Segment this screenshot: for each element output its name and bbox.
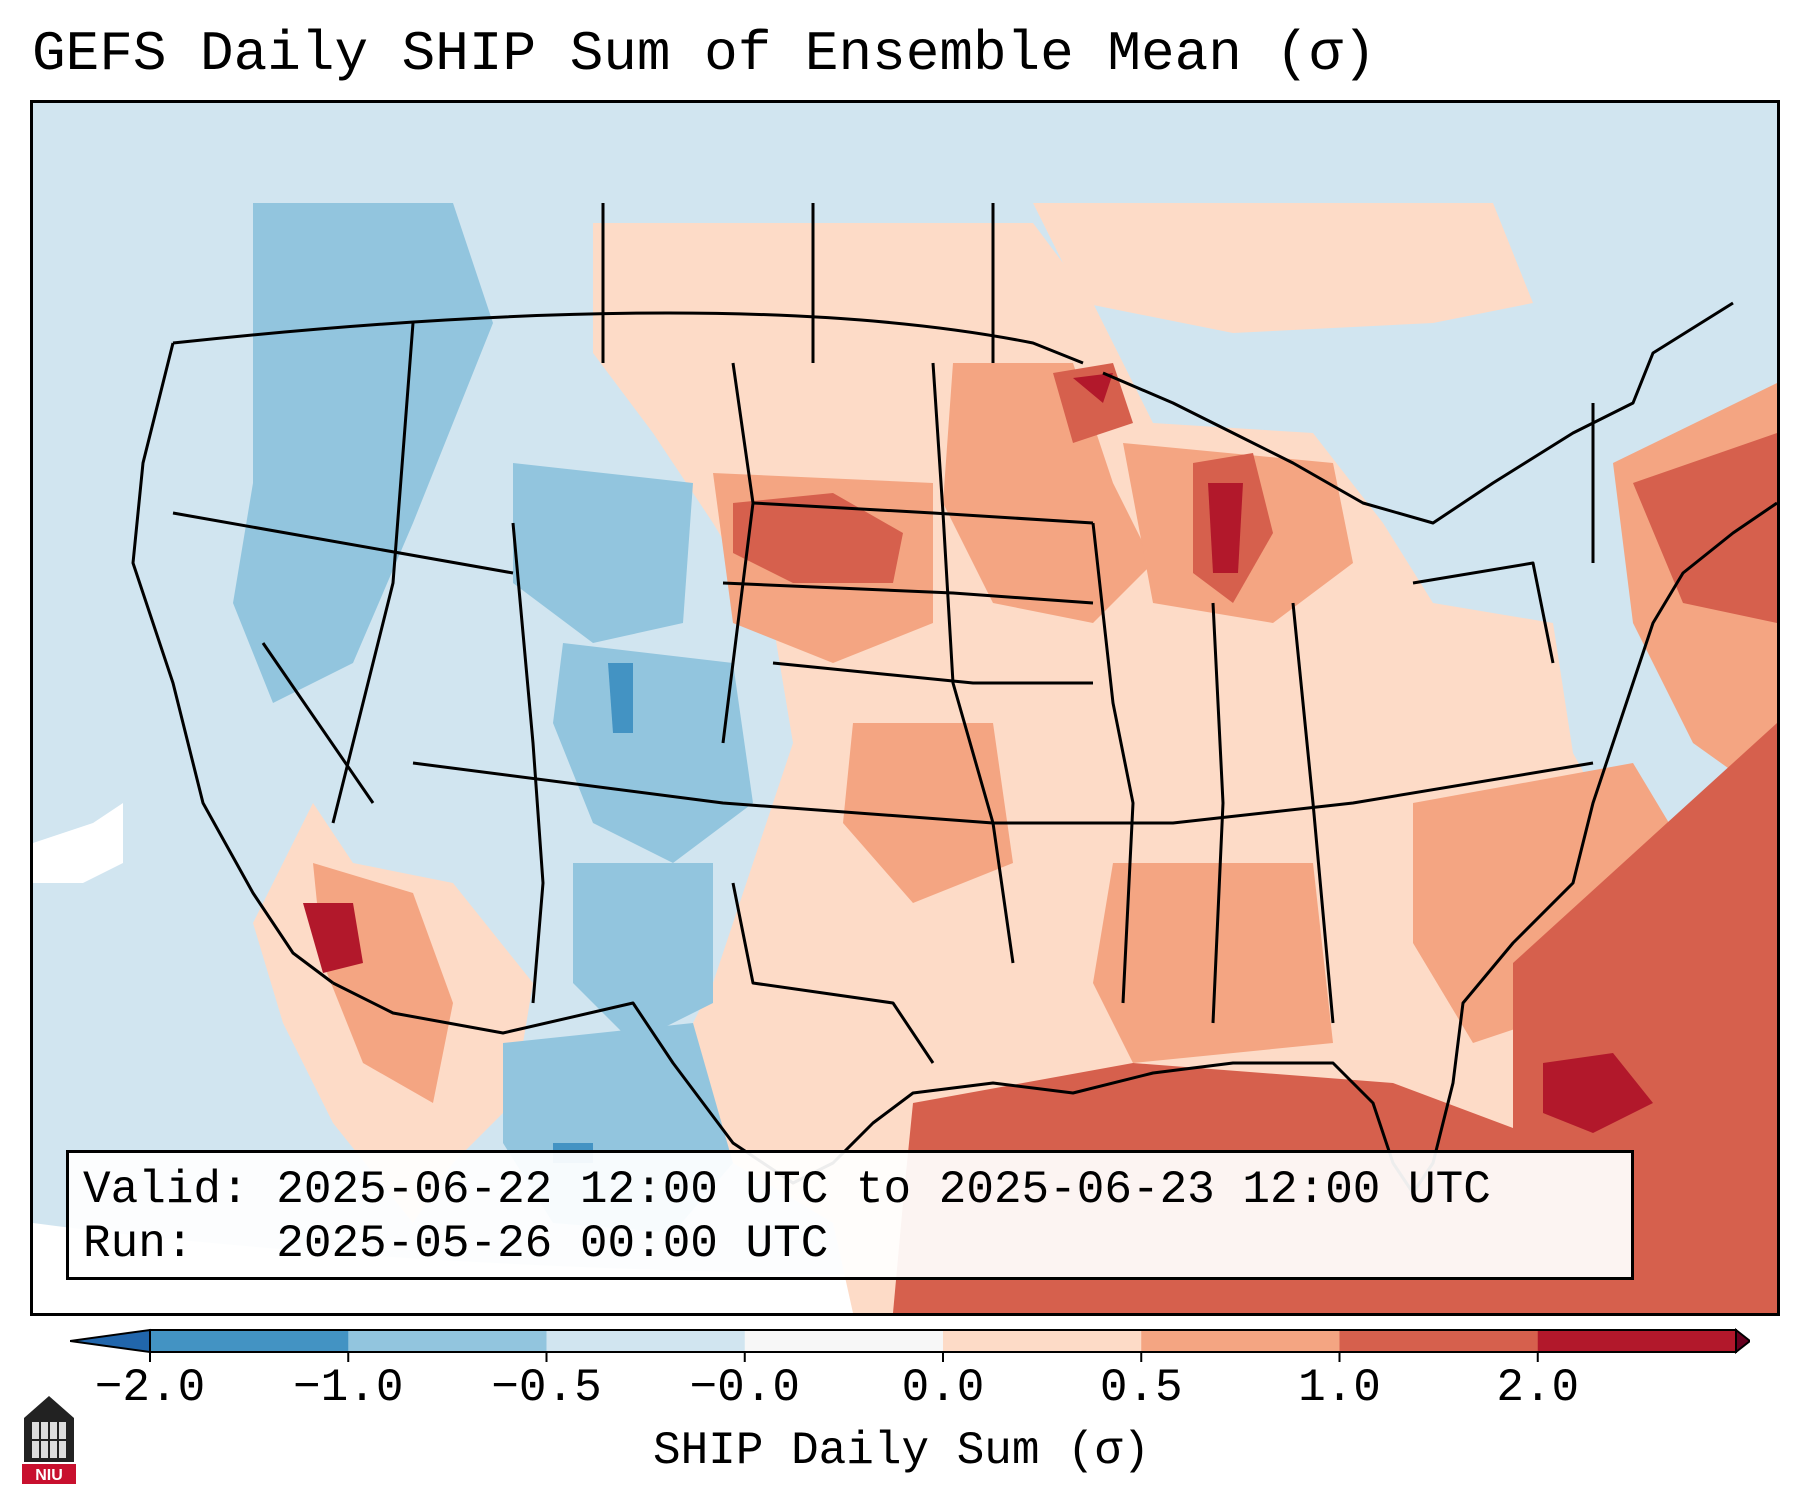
cool-region-colorado (553, 643, 753, 863)
colorbar-label: SHIP Daily Sum (σ) (653, 1425, 1150, 1477)
southern-and-east-coast (332, 501, 1777, 1195)
cool-region-northwest (233, 203, 493, 703)
ca-nv-border (261, 642, 375, 804)
colorbar-tick-label: 1.0 (1298, 1362, 1381, 1414)
kansas-north (772, 661, 1093, 685)
colorbar-segment (744, 1330, 944, 1352)
ohio-georgia (1291, 602, 1335, 1024)
valid-time-text: Valid: 2025-06-22 12:00 UTC to 2025-06-2… (83, 1164, 1491, 1216)
utah-colorado-border (511, 522, 545, 1004)
colorbar-segment (150, 1330, 349, 1352)
indiana-alabama (1211, 602, 1225, 1024)
nodata-patch (33, 803, 123, 883)
warm-region-deep-south (1093, 863, 1333, 1063)
valid-run-box: Valid: 2025-06-22 12:00 UTC to 2025-06-2… (66, 1150, 1634, 1280)
colorbar-extend-max (1735, 1327, 1750, 1355)
colorbar-tick-label: 0.5 (1099, 1362, 1183, 1414)
colorbar-segment (943, 1330, 1142, 1352)
warm-region-canada (1033, 203, 1533, 333)
colorbar-tick-label: −0.0 (689, 1362, 800, 1414)
four-corners-latitude (412, 761, 994, 825)
colorbar-segment (1141, 1330, 1340, 1352)
strong-warm-minnesota (1053, 363, 1133, 443)
peak-warm-superior (1073, 373, 1113, 403)
pennsylvania (1412, 561, 1555, 664)
peak-warm-michigan (1208, 483, 1243, 573)
oregon-idaho-border (172, 511, 514, 575)
pacific-coast (131, 342, 334, 985)
chart-title: GEFS Daily SHIP Sum of Ensemble Mean (σ) (32, 22, 1377, 86)
colorbar-tick-label: 2.0 (1496, 1362, 1580, 1414)
tennessee-line (993, 761, 1594, 825)
colorbar (70, 1327, 1750, 1362)
warm-region-upper-midwest (943, 363, 1153, 623)
strong-cool-colorado (608, 663, 633, 733)
colorbar-segment (1339, 1330, 1539, 1352)
logo-text: NIU (35, 1467, 63, 1484)
us-canada-border-west (172, 311, 1084, 365)
colorbar-tick-label: −1.0 (293, 1362, 404, 1414)
colorbar-segment (348, 1330, 547, 1352)
mississippi-river (1091, 522, 1135, 1004)
niu-logo: NIU (22, 1396, 76, 1484)
map-panel (30, 100, 1780, 1316)
warm-region-kansas (843, 723, 1013, 903)
colorbar-tick-label: −0.5 (491, 1362, 602, 1414)
colorbar-extend-min (70, 1328, 151, 1354)
cool-region-wyoming (513, 463, 693, 643)
colorbar-tick-label: 0.0 (901, 1362, 985, 1414)
peak-warm-california (303, 903, 363, 973)
us-canada-border-east (1102, 301, 1734, 525)
run-time-text: Run: 2025-05-26 00:00 UTC (83, 1218, 829, 1270)
peak-warm-atlantic (1543, 1053, 1653, 1133)
texas-border (731, 882, 935, 1064)
dakota-border (752, 501, 1094, 525)
boundaries (131, 203, 1777, 1195)
colorbar-segment (1537, 1330, 1737, 1352)
strong-warm-gulf-of-maine (1633, 433, 1777, 623)
nevada-utah-border (331, 322, 415, 824)
map-canvas (33, 103, 1777, 1313)
colorbar-tick-label: −2.0 (94, 1362, 206, 1414)
strong-warm-southdakota (733, 493, 903, 583)
colorbar-segment (546, 1330, 746, 1352)
cool-region-newmexico (573, 863, 713, 1043)
nebraska-north (722, 581, 1094, 605)
minnesota-iowa-line (931, 362, 1015, 964)
